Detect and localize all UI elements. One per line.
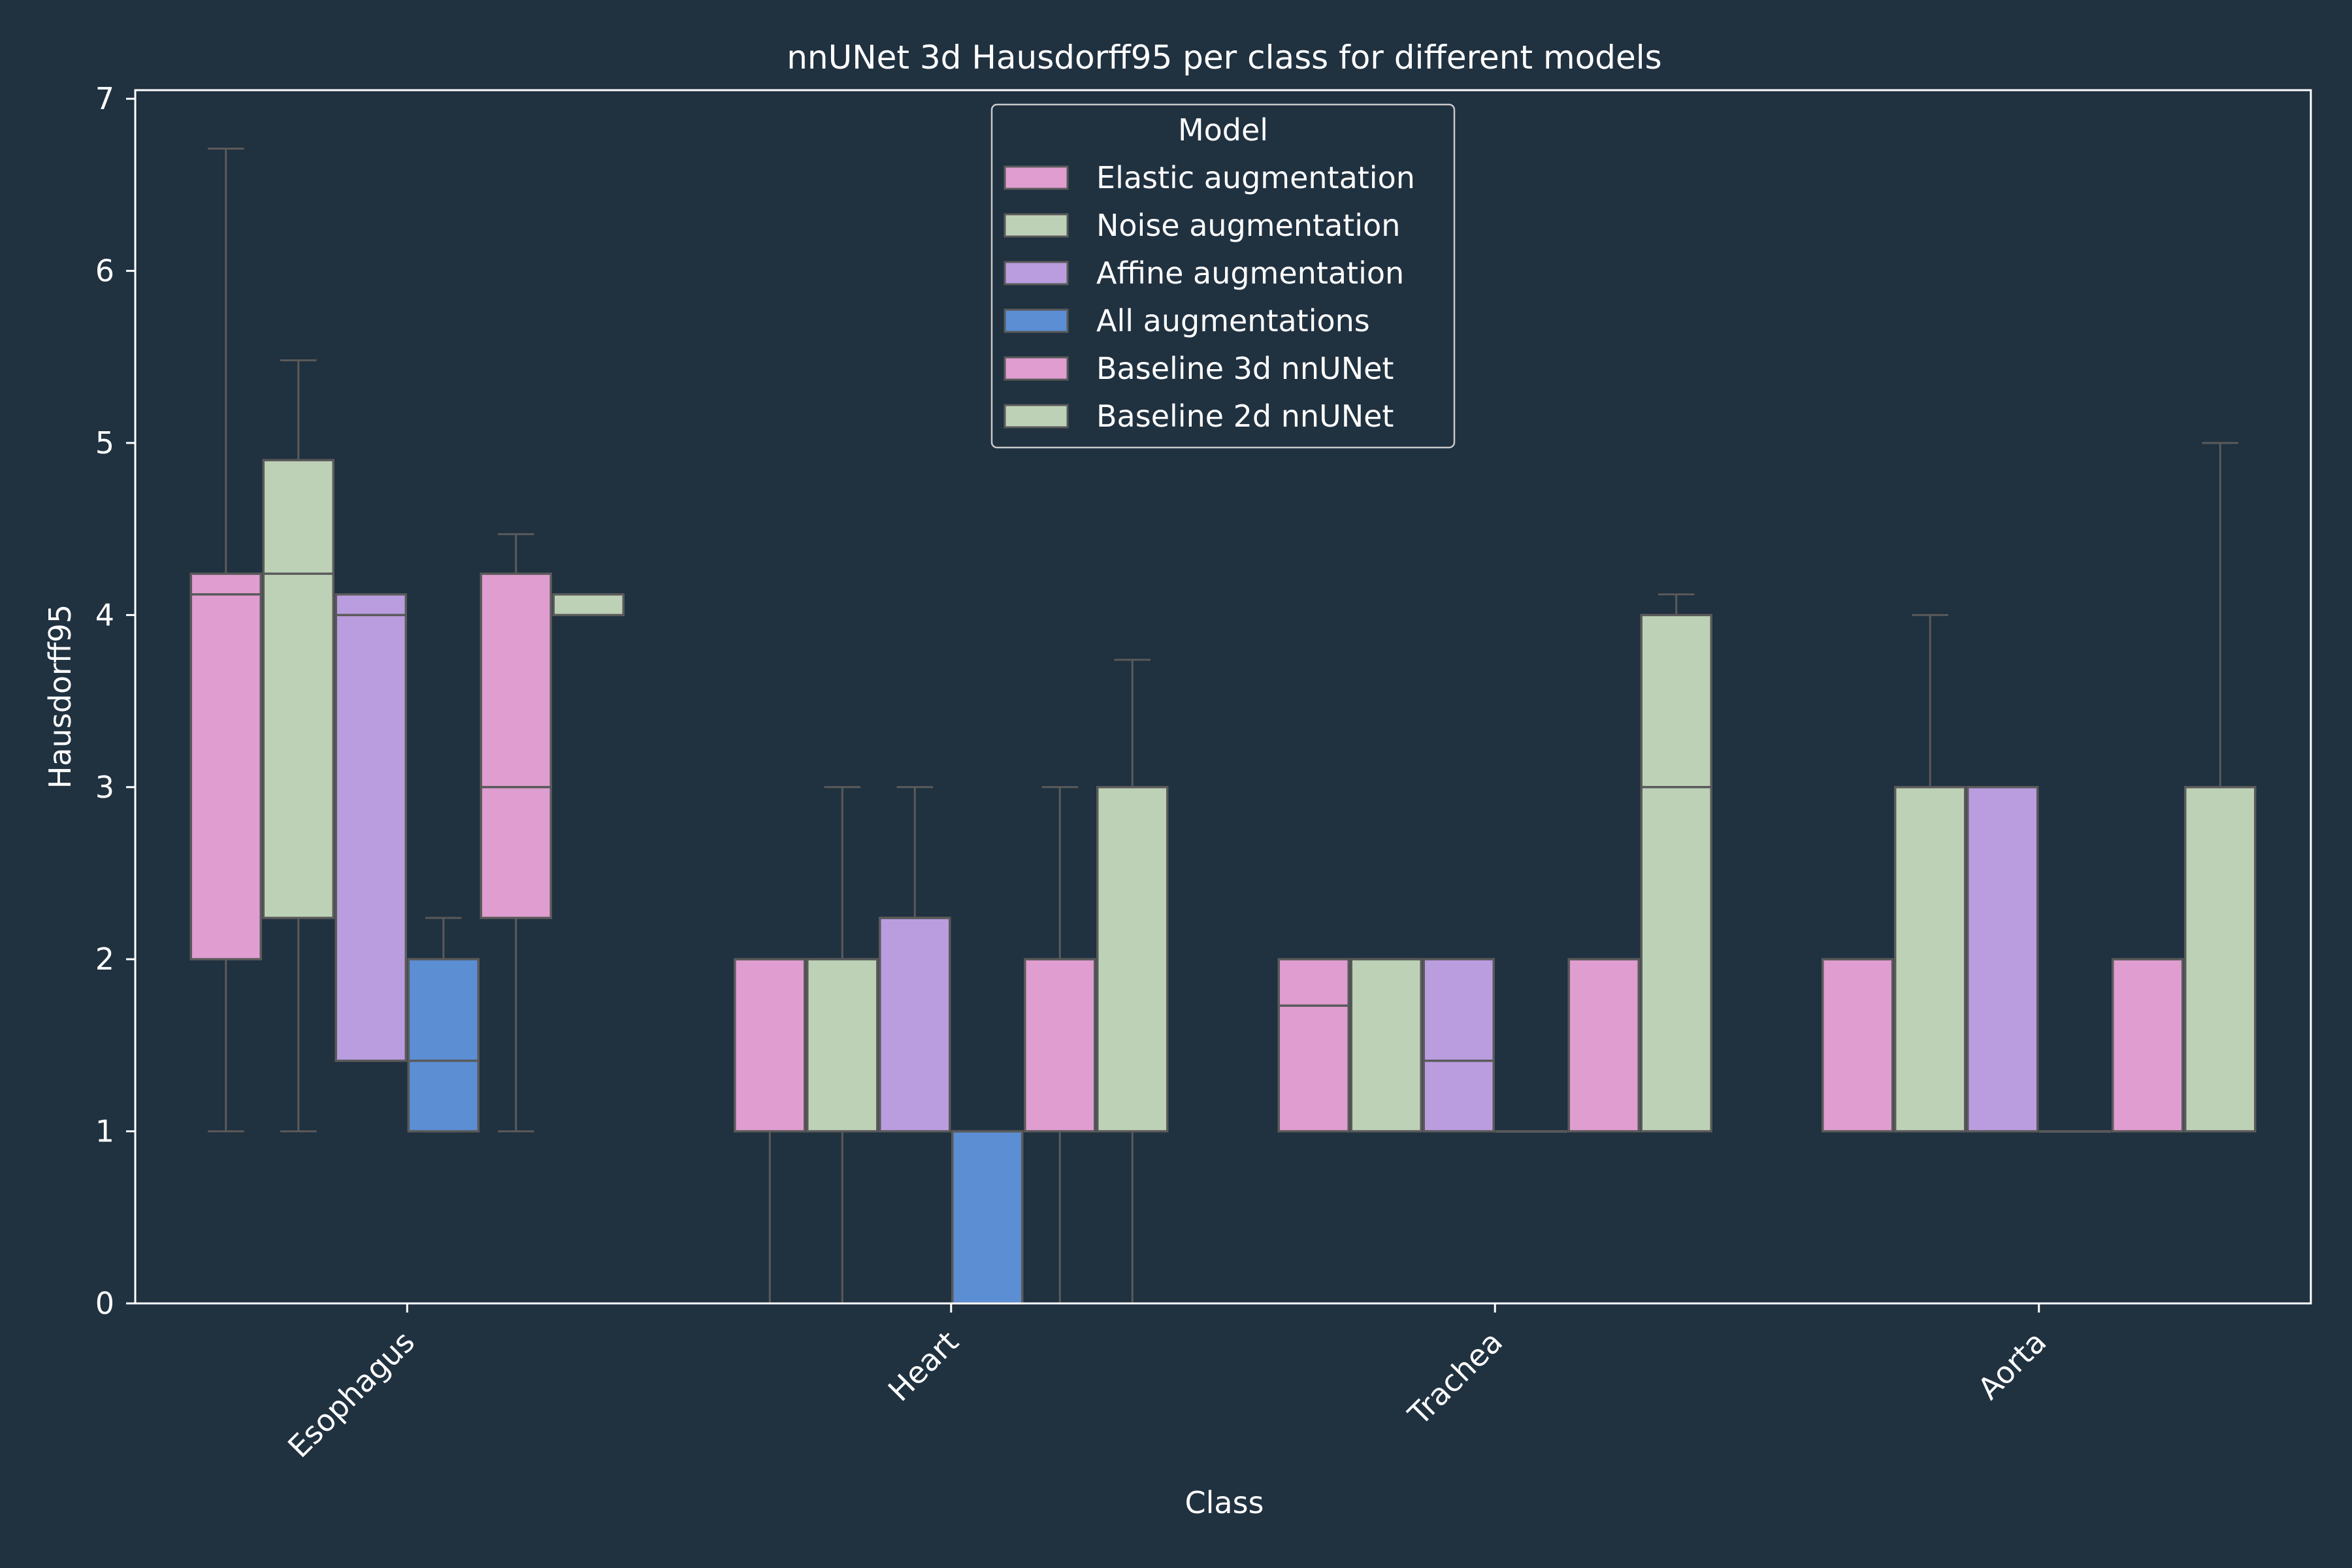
box-body <box>1096 786 1169 1133</box>
y-tick-label: 1 <box>95 1114 114 1149</box>
legend-swatch <box>1004 213 1069 238</box>
box-3-4 <box>2112 958 2184 1133</box>
box-body <box>1277 958 1350 1133</box>
y-tick-label: 6 <box>95 253 114 289</box>
legend-swatch <box>1004 356 1069 381</box>
legend-title: Model <box>1178 112 1268 148</box>
y-axis: 0 1 2 3 4 5 6 7 <box>95 81 135 1321</box>
box-body <box>1640 613 1712 1133</box>
box-body <box>2184 786 2257 1133</box>
legend-item: Baseline 2d nnUNet <box>1004 399 1394 434</box>
legend-swatch <box>1004 261 1069 286</box>
box-3-5 <box>2184 442 2257 1133</box>
box-0-4 <box>480 533 552 1133</box>
legend-item: Baseline 3d nnUNet <box>1004 351 1394 386</box>
legend-label: Elastic augmentation <box>1096 160 1415 195</box>
y-tick-label: 4 <box>95 597 114 632</box>
plot-frame <box>134 89 2312 1305</box>
legend-item: Elastic augmentation <box>1004 160 1415 195</box>
box-1-4 <box>1024 786 1096 1305</box>
box-body <box>879 917 951 1133</box>
box-1-2 <box>879 786 951 1133</box>
plot-area <box>189 148 2257 1305</box>
box-0-1 <box>262 359 335 1133</box>
legend-item: Noise augmentation <box>1004 208 1400 243</box>
legend-label: Affine augmentation <box>1096 255 1404 291</box>
y-tick-label: 5 <box>95 425 114 461</box>
box-body <box>407 958 480 1133</box>
box-3-2 <box>1967 786 2039 1133</box>
legend: Model Elastic augmentation Noise augmenta… <box>990 103 1456 449</box>
box-body <box>1967 786 2039 1133</box>
x-axis-label: Class <box>1184 1485 1264 1520</box>
box-body <box>806 958 879 1133</box>
box-body <box>951 1130 1024 1305</box>
box-2-4 <box>1567 958 1640 1133</box>
legend-label: Baseline 2d nnUNet <box>1096 399 1394 434</box>
box-2-2 <box>1422 958 1495 1133</box>
box-0-0 <box>189 148 262 1133</box>
box-body <box>552 593 625 617</box>
box-2-0 <box>1277 958 1350 1133</box>
legend-items: Elastic augmentation Noise augmentation Af… <box>1004 160 1415 434</box>
box-body <box>189 572 262 960</box>
box-body <box>1024 958 1096 1133</box>
legend-swatch <box>1004 165 1069 190</box>
y-axis-label: Hausdorff95 <box>42 604 78 789</box>
chart-title: nnUNet 3d Hausdorff95 per class for diff… <box>787 39 1662 76</box>
box-3-0 <box>1821 958 1894 1133</box>
box-body <box>1821 958 1894 1133</box>
y-tick-label: 2 <box>95 941 114 977</box>
box-body <box>1350 958 1422 1133</box>
box-body <box>1894 786 1967 1133</box>
box-body <box>480 572 552 919</box>
box-body <box>2112 958 2184 1133</box>
box-body <box>1422 958 1495 1133</box>
y-tick-label: 7 <box>95 81 114 116</box>
box-0-5 <box>552 593 625 617</box>
box-body <box>335 593 407 1062</box>
y-tick-label: 0 <box>95 1286 114 1321</box>
box-1-5 <box>1096 659 1169 1305</box>
box-1-3 <box>951 1130 1024 1305</box>
box-body <box>1567 958 1640 1133</box>
box-1-1 <box>806 786 879 1305</box>
legend-frame <box>990 103 1456 449</box>
box-2-5 <box>1640 593 1712 1133</box>
box-3-1 <box>1894 613 1967 1133</box>
box-body <box>262 459 335 919</box>
legend-swatch <box>1004 308 1069 333</box>
box-0-3 <box>407 917 480 1133</box>
legend-item: Affine augmentation <box>1004 255 1404 291</box>
box-2-1 <box>1350 958 1422 1133</box>
legend-item: All augmentations <box>1004 303 1370 338</box>
y-tick-label: 3 <box>95 770 114 805</box>
legend-label: Baseline 3d nnUNet <box>1096 351 1394 386</box>
legend-label: Noise augmentation <box>1096 208 1400 243</box>
legend-swatch <box>1004 404 1069 429</box>
box-body <box>734 958 806 1133</box>
box-0-2 <box>335 593 407 1062</box>
legend-label: All augmentations <box>1096 303 1370 338</box>
